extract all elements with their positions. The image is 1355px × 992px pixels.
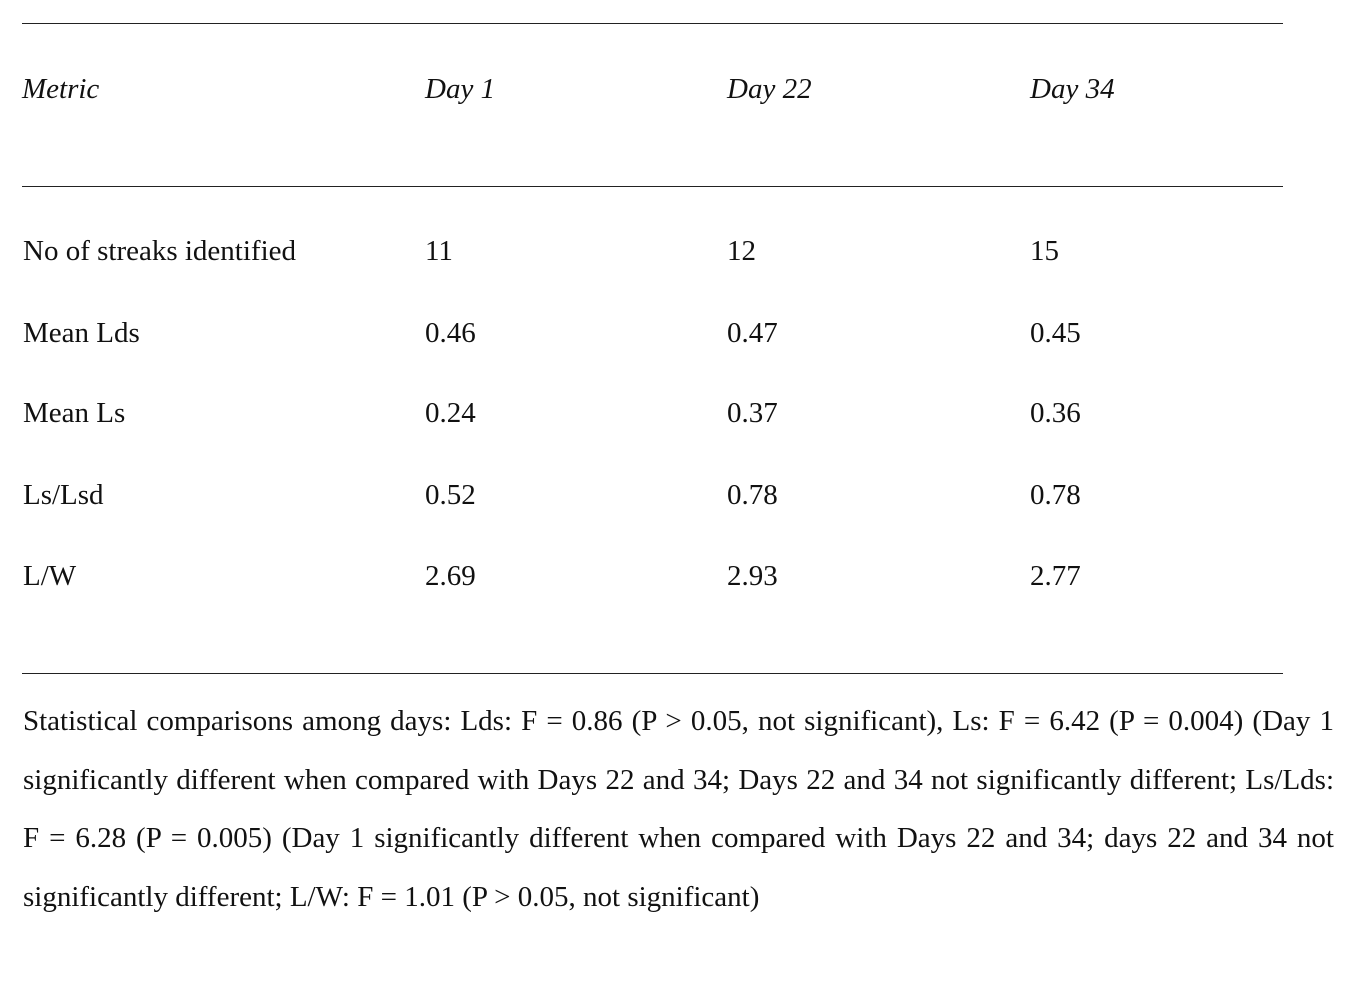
table-cell: 0.46 bbox=[425, 317, 476, 349]
table-cell: 15 bbox=[1030, 235, 1059, 267]
row-label: No of streaks identified bbox=[23, 235, 297, 267]
table-cell: 12 bbox=[727, 235, 756, 267]
row-label: L/W bbox=[23, 560, 77, 592]
table-cell: 0.45 bbox=[1030, 317, 1081, 349]
table-cell: 2.93 bbox=[727, 560, 778, 592]
row-label: Ls/Lsd bbox=[23, 479, 104, 511]
table-cell: 11 bbox=[425, 235, 453, 267]
table-cell: 0.36 bbox=[1030, 397, 1081, 429]
table-cell: 0.47 bbox=[727, 317, 778, 349]
footnote: Statistical comparisons among days: Lds:… bbox=[23, 705, 1334, 913]
table-cell: 0.37 bbox=[727, 397, 778, 429]
header-cell: Day 22 bbox=[727, 73, 812, 105]
table-cell: 0.24 bbox=[425, 397, 476, 429]
table-cell: 2.77 bbox=[1030, 560, 1081, 592]
row-label: Mean Ls bbox=[23, 397, 126, 429]
row-label: Mean Lds bbox=[23, 317, 140, 349]
header-cell: Day 1 bbox=[425, 73, 496, 105]
header-rule bbox=[22, 186, 1283, 187]
top-rule bbox=[22, 23, 1283, 24]
table-cell: 0.78 bbox=[1030, 479, 1081, 511]
header-cell: Day 34 bbox=[1030, 73, 1115, 105]
table-cell: 0.52 bbox=[425, 479, 476, 511]
table-cell: 2.69 bbox=[425, 560, 476, 592]
header-cell: Metric bbox=[22, 73, 100, 105]
table-cell: 0.78 bbox=[727, 479, 778, 511]
bottom-rule bbox=[22, 673, 1283, 674]
